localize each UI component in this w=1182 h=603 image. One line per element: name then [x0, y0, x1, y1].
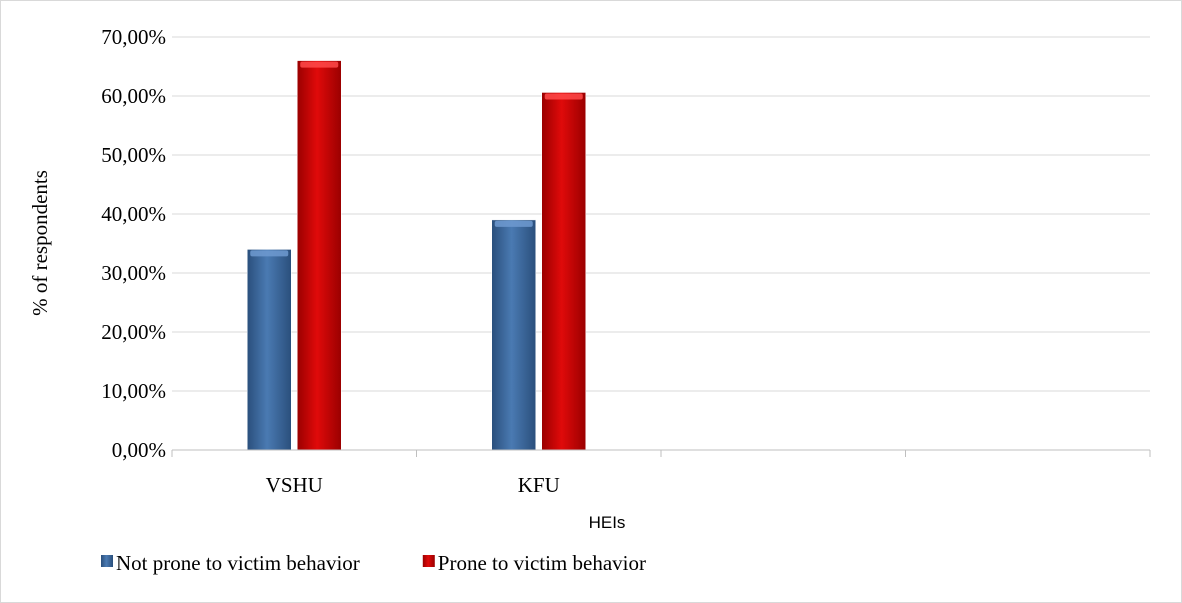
bar [247, 249, 292, 451]
bar [491, 219, 536, 451]
bar [541, 92, 586, 451]
legend-label: Prone to victim behavior [438, 551, 646, 575]
y-tick-label: 40,00% [101, 202, 166, 226]
y-tick-label: 30,00% [101, 261, 166, 285]
axes: 0,00% 10,00% 20,00% 30,00% 40,00% 50,00% 60,00… [101, 25, 1151, 497]
legend: Not prone to victim behavior Prone to vic… [101, 551, 646, 575]
y-tick-label: 50,00% [101, 143, 166, 167]
legend-item: Prone to victim behavior [422, 551, 646, 575]
y-tick-label: 70,00% [101, 25, 166, 49]
y-tick-label: 0,00% [112, 438, 166, 462]
legend-swatch [422, 555, 435, 567]
bar [297, 60, 342, 451]
x-axis-label: HEIs [589, 513, 626, 532]
x-tick-label: KFU [518, 473, 560, 497]
legend-swatch [101, 555, 113, 567]
y-tick-label: 20,00% [101, 320, 166, 344]
x-tick-label: VSHU [266, 473, 323, 497]
bars [247, 60, 586, 451]
y-tick-label: 10,00% [101, 379, 166, 403]
legend-item: Not prone to victim behavior [101, 551, 360, 575]
legend-label: Not prone to victim behavior [116, 551, 360, 575]
y-axis-label: % of respondents [28, 170, 52, 316]
y-tick-label: 60,00% [101, 84, 166, 108]
